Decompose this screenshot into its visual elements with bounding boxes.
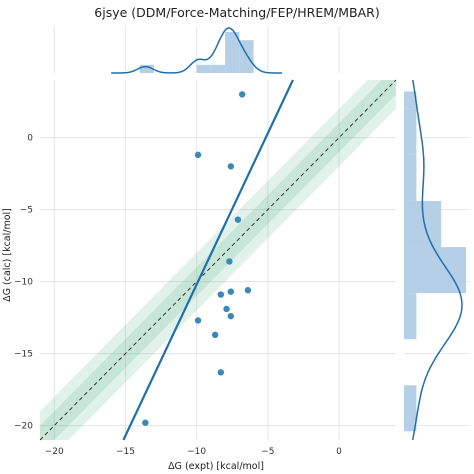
top-hist-bar — [196, 64, 211, 73]
x-tick-label: −15 — [116, 447, 135, 457]
data-point — [226, 258, 233, 265]
data-point — [223, 305, 230, 313]
top-hist-bar — [139, 64, 154, 73]
data-point — [227, 288, 235, 295]
regression-line — [122, 79, 294, 441]
y-tick-label: −10 — [14, 278, 33, 288]
data-point — [142, 419, 149, 426]
top-hist-bar — [210, 64, 226, 73]
y-tick-label: 0 — [27, 134, 33, 144]
identity-line — [39, 79, 397, 441]
y-tick-label: −15 — [14, 350, 33, 360]
x-tick-label: 0 — [336, 447, 342, 457]
data-point — [244, 287, 252, 294]
data-point — [194, 317, 202, 324]
right-hist-bar — [404, 293, 417, 340]
data-point — [227, 163, 235, 170]
right-hist-bar — [404, 91, 417, 109]
data-point — [239, 91, 246, 98]
x-tick-label: −10 — [187, 447, 206, 457]
y-axis-label: ΔG (calc) [kcal/mol] — [2, 208, 13, 302]
data-point — [217, 369, 225, 376]
right-hist-bar — [404, 247, 466, 294]
chart-title: 6jsye (DDM/Force-Matching/FEP/HREM/MBAR) — [94, 5, 379, 20]
y-tick-label: −20 — [14, 422, 33, 432]
data-point — [211, 331, 219, 339]
data-point — [234, 216, 242, 223]
main-plot: −20 −15 −10 −5 0 −20 −15 −10 −5 0 — [14, 79, 397, 457]
right-hist-bar — [404, 108, 417, 155]
data-point — [194, 151, 202, 159]
data-point — [227, 312, 235, 320]
right-hist-bar — [404, 385, 417, 432]
marginal-x-histogram — [53, 26, 340, 74]
data-point — [217, 291, 225, 298]
right-hist-bar — [404, 154, 417, 201]
top-hist-bar — [225, 32, 240, 73]
y-tick-label: −5 — [20, 206, 33, 216]
right-kde-curve — [411, 79, 463, 441]
x-tick-label: −20 — [45, 447, 64, 457]
top-kde-curve — [111, 27, 283, 74]
x-axis-label: ΔG (expt) [kcal/mol] — [168, 461, 264, 472]
marginal-y-histogram — [404, 79, 470, 441]
x-tick-label: −5 — [261, 447, 274, 457]
